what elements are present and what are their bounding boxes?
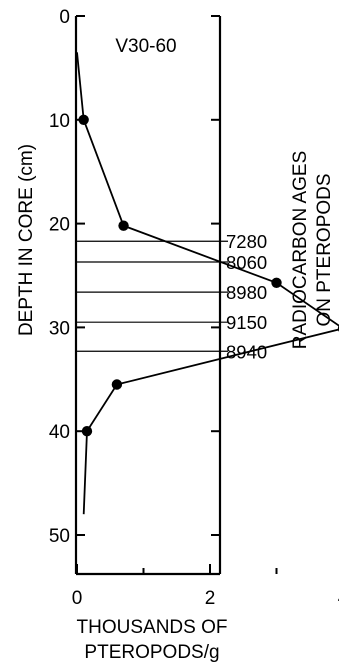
y-axis-label: DEPTH IN CORE (cm) — [16, 144, 37, 336]
data-point — [271, 277, 282, 288]
right-label-line2: ON PTEROPODS — [314, 173, 335, 326]
x-tick-label: 2 — [205, 588, 216, 609]
y-tick-label: 30 — [49, 318, 70, 339]
x-axis-label-line1: THOUSANDS OF — [77, 617, 228, 638]
y-tick-label: 50 — [49, 526, 70, 547]
y-tick-label: 0 — [59, 7, 70, 28]
age-label: 7280 — [226, 231, 267, 252]
age-label: 8060 — [226, 252, 267, 273]
age-label: 9150 — [226, 312, 267, 333]
y-tick-label: 40 — [49, 422, 70, 443]
x-tick-label: 0 — [72, 588, 83, 609]
x-axis-label-line2: PTEROPODS/g — [84, 642, 219, 663]
y-tick-label: 10 — [49, 111, 70, 132]
x-tick-label: 4 — [338, 588, 339, 609]
data-point — [118, 220, 129, 231]
data-point — [78, 114, 89, 126]
age-label: 8980 — [226, 282, 267, 303]
series-group — [76, 52, 339, 515]
series-line — [76, 52, 339, 515]
chart-title: V30-60 — [115, 36, 176, 57]
data-point — [111, 379, 123, 390]
data-point — [81, 426, 93, 437]
y-tick-label: 20 — [49, 215, 70, 236]
right-label-line1: RADIOCARBON AGES — [290, 151, 311, 350]
axes: 0 10 20 30 40 50 0 2 4 — [49, 7, 339, 609]
